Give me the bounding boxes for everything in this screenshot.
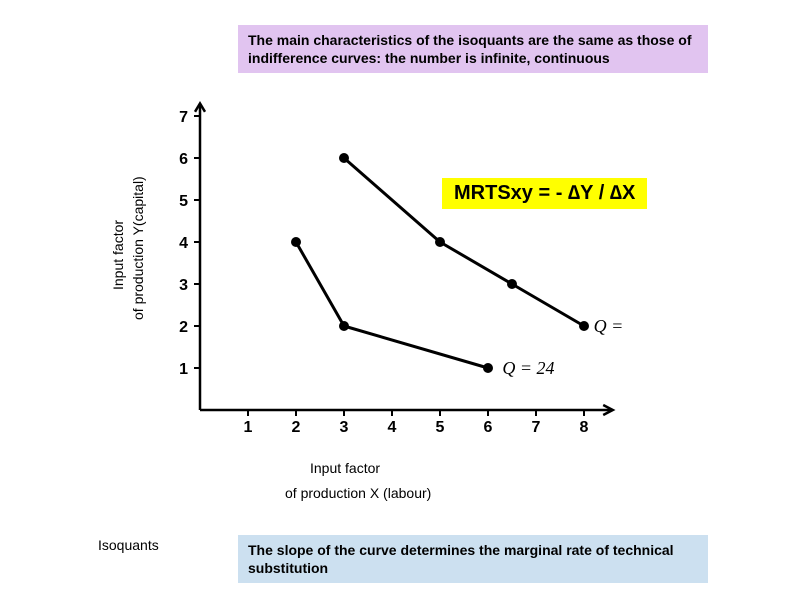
isoquants-label: Isoquants (98, 537, 159, 553)
svg-text:6: 6 (179, 151, 188, 168)
bottom-callout-text: The slope of the curve determines the ma… (248, 542, 674, 576)
bottom-callout: The slope of the curve determines the ma… (238, 535, 708, 583)
top-callout-text: The main characteristics of the isoquant… (248, 32, 691, 66)
x-axis-label-line1: Input factor (310, 460, 380, 476)
top-callout: The main characteristics of the isoquant… (238, 25, 708, 73)
svg-text:Q = 24: Q = 24 (502, 358, 554, 378)
x-axis-label-line2: of production X (labour) (285, 485, 431, 501)
isoquant-chart: 1 2 3 4 5 6 7 1 2 3 4 5 6 7 8 Q = 24 Q = 66 (155, 90, 625, 435)
svg-text:4: 4 (388, 419, 397, 435)
svg-text:4: 4 (179, 235, 188, 252)
svg-text:2: 2 (179, 319, 188, 336)
svg-text:1: 1 (244, 419, 253, 435)
svg-text:Q = 66: Q = 66 (594, 316, 625, 336)
chart-svg: 1 2 3 4 5 6 7 1 2 3 4 5 6 7 8 Q = 24 Q = 66 (155, 90, 625, 435)
svg-text:1: 1 (179, 361, 188, 378)
svg-text:2: 2 (292, 419, 301, 435)
svg-text:3: 3 (340, 419, 349, 435)
svg-text:8: 8 (580, 419, 589, 435)
svg-text:7: 7 (179, 109, 188, 126)
y-axis-label-line2: of production Y(capital) (130, 176, 146, 320)
svg-text:5: 5 (436, 419, 445, 435)
svg-text:5: 5 (179, 193, 188, 210)
y-axis-label-line1: Input factor (110, 220, 126, 290)
svg-text:3: 3 (179, 277, 188, 294)
svg-text:7: 7 (532, 419, 541, 435)
svg-text:6: 6 (484, 419, 493, 435)
